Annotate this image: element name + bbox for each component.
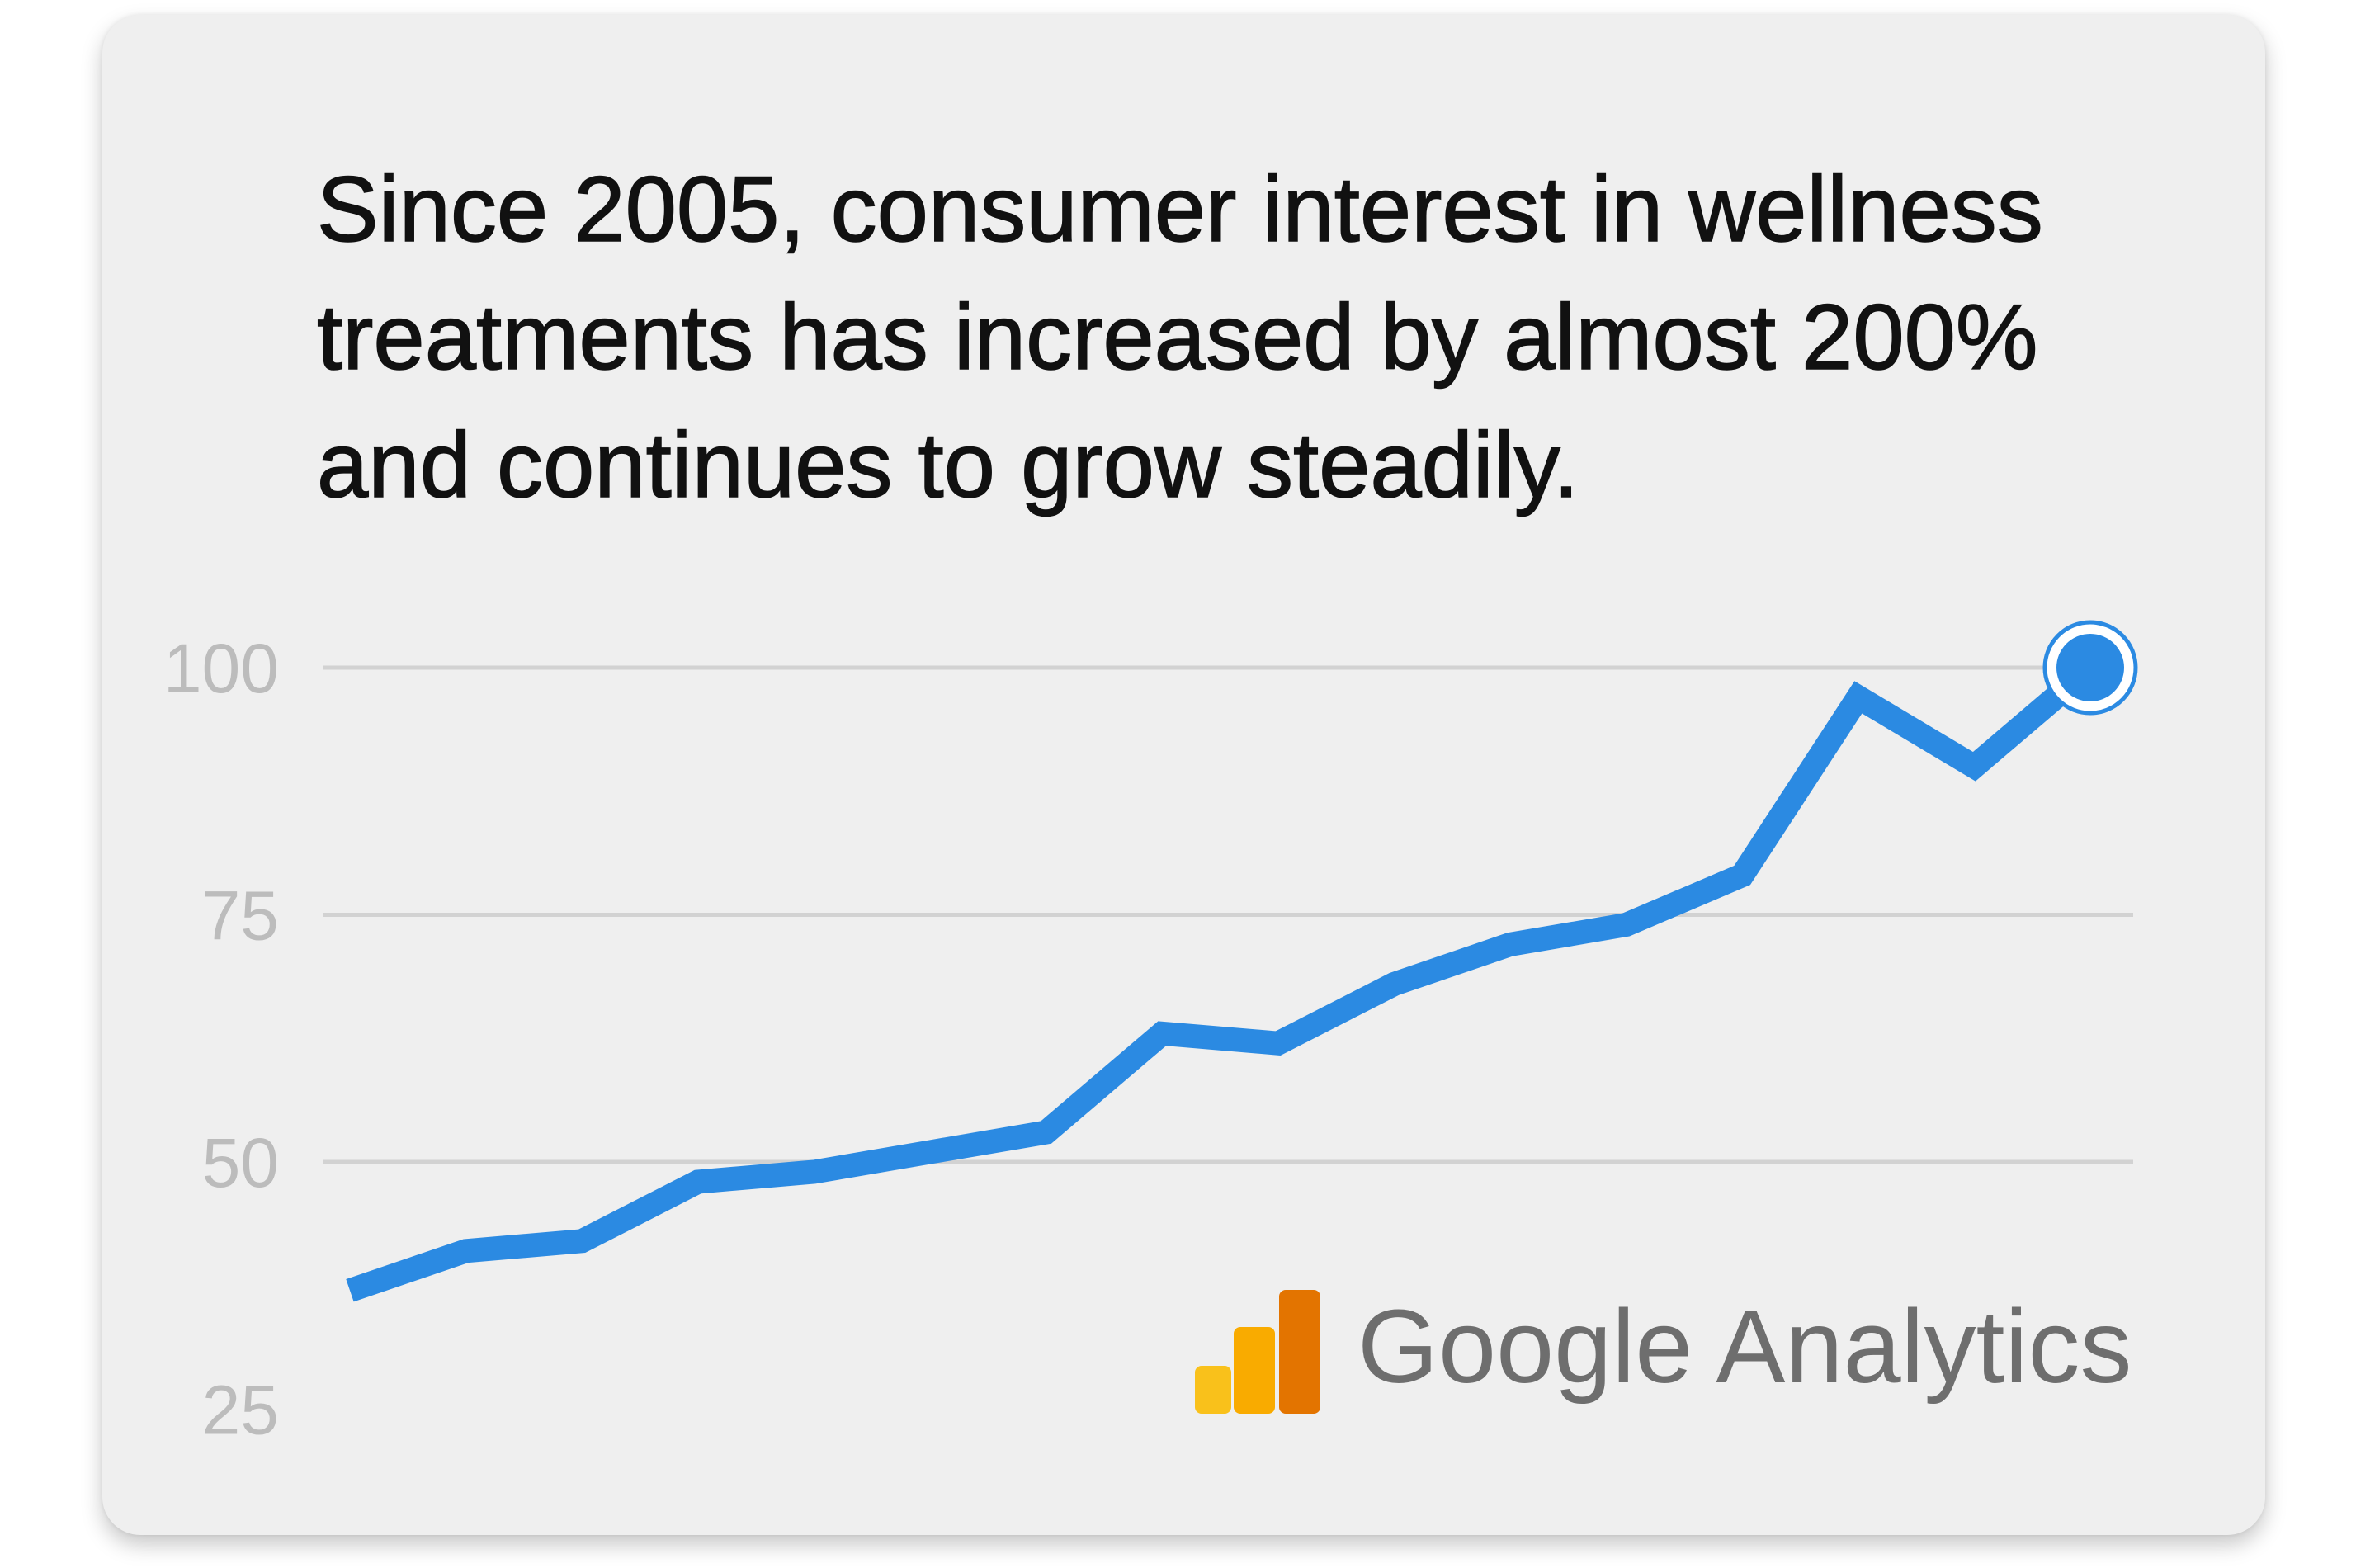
data-point: [918, 1141, 942, 1164]
chart-title: Since 2005, consumer interest in wellnes…: [316, 157, 2043, 517]
series-line: [346, 658, 2099, 1302]
data-point: [1382, 972, 1405, 995]
data-point: [687, 1170, 710, 1193]
data-point: [455, 1240, 478, 1263]
data-point: [1150, 1022, 1173, 1045]
data-point: [1267, 1032, 1290, 1055]
data-point: [1962, 755, 1985, 778]
data-point: [1730, 864, 1754, 887]
google-analytics-logo-icon: [1195, 1290, 1320, 1414]
data-point: [1499, 933, 1522, 956]
logo-bar-medium: [1234, 1327, 1275, 1414]
source-name: Google Analytics: [1357, 1288, 2132, 1405]
logo-bar-tall: [1279, 1290, 1320, 1414]
y-tick-label: 75: [202, 877, 279, 955]
data-point: [570, 1230, 593, 1253]
data-point: [802, 1160, 825, 1183]
y-tick-label: 100: [163, 630, 279, 707]
data-point: [1615, 914, 1638, 937]
data-point: [1847, 686, 1870, 709]
last-point-marker: [2056, 634, 2124, 701]
y-tick-label: 25: [202, 1372, 279, 1449]
chart-card: [102, 15, 2265, 1535]
y-tick-label: 50: [202, 1124, 279, 1202]
logo-bar-small: [1195, 1366, 1231, 1414]
data-point: [1035, 1121, 1058, 1144]
data-point: [338, 1279, 361, 1302]
